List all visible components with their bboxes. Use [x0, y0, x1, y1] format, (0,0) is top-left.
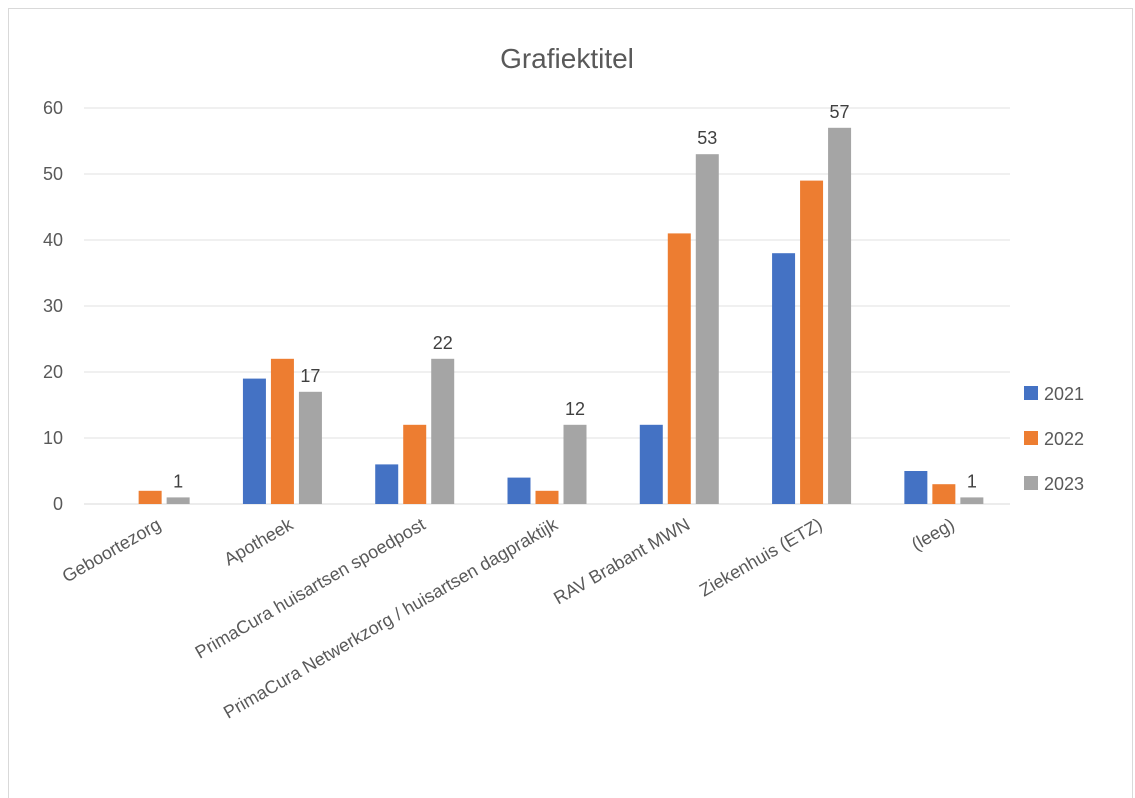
bar-2021: [242, 378, 266, 504]
bar-2021: [507, 477, 531, 504]
bar-2023: [563, 424, 587, 504]
data-label: 22: [433, 333, 453, 353]
bar-2023: [431, 358, 455, 504]
bar-2022: [138, 490, 162, 504]
data-label: 1: [967, 471, 977, 491]
chart-title: Grafiektitel: [500, 43, 634, 74]
x-category-label: RAV Brabant MWN: [550, 514, 693, 608]
y-tick-label: 50: [43, 164, 63, 184]
x-category-label: Apotheek: [221, 514, 298, 570]
legend-label: 2022: [1044, 429, 1084, 449]
data-labels: 1 17 22 12 53 57 1: [173, 102, 977, 492]
bar-2021: [375, 464, 399, 504]
bar-2021: [639, 424, 663, 504]
legend-swatch: [1024, 431, 1038, 445]
y-tick-label: 40: [43, 230, 63, 250]
y-tick-label: 10: [43, 428, 63, 448]
data-label: 53: [697, 128, 717, 148]
y-tick-label: 20: [43, 362, 63, 382]
bar-2023: [166, 497, 190, 504]
bar-2022: [403, 424, 427, 504]
legend-label: 2023: [1044, 474, 1084, 494]
y-tick-label: 0: [53, 494, 63, 514]
y-tick-label: 60: [43, 98, 63, 118]
bar-2023: [828, 127, 852, 505]
legend-swatch: [1024, 476, 1038, 490]
bar-2022: [800, 180, 824, 504]
y-tick-label: 30: [43, 296, 63, 316]
data-label: 12: [565, 399, 585, 419]
chart-area: [8, 8, 1133, 798]
x-category-label: (leeg): [908, 514, 958, 554]
bar-2022: [667, 233, 691, 504]
bar-2023: [960, 497, 984, 504]
x-category-label: PrimaCura huisartsen spoedpost: [192, 514, 429, 662]
bar-2023: [695, 154, 719, 504]
bars: [138, 127, 984, 505]
gridlines: [84, 107, 1010, 505]
legend-swatch: [1024, 386, 1038, 400]
bar-2023: [298, 391, 322, 504]
bar-2021: [772, 253, 796, 504]
bar-2022: [270, 358, 294, 504]
bar-2021: [904, 471, 928, 504]
bar-2022: [932, 484, 956, 504]
x-category-label: Ziekenhuis (ETZ): [696, 514, 826, 600]
data-label: 57: [830, 102, 850, 122]
legend-label: 2021: [1044, 384, 1084, 404]
x-category-label: Geboortezorg: [59, 514, 164, 586]
data-label: 17: [300, 366, 320, 386]
data-label: 1: [173, 471, 183, 491]
bar-2022: [535, 490, 559, 504]
legend: 2021 2022 2023: [1024, 384, 1084, 494]
y-axis-ticks: 0 10 20 30 40 50 60: [43, 98, 63, 514]
